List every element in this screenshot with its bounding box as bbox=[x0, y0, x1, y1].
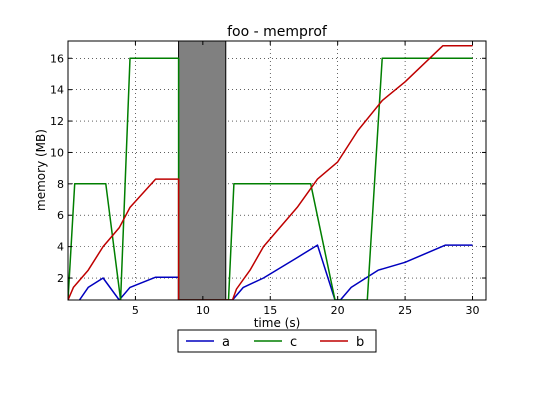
plot-frame bbox=[67, 40, 487, 301]
chart-title: foo - memprof bbox=[227, 24, 328, 40]
y-tick-label: 12 bbox=[50, 115, 64, 128]
x-tick-label: 5 bbox=[132, 304, 139, 317]
x-tick-label: 10 bbox=[196, 304, 210, 317]
y-tick-label: 10 bbox=[50, 146, 64, 159]
y-tick-label: 4 bbox=[57, 241, 64, 254]
legend-label-a: a bbox=[222, 335, 230, 350]
x-tick-label: 15 bbox=[263, 304, 277, 317]
y-tick-label: 2 bbox=[57, 272, 64, 285]
y-tick-label: 8 bbox=[57, 178, 64, 191]
x-axis: 5 10 15 20 25 30 bbox=[132, 41, 480, 317]
x-tick-label: 25 bbox=[398, 304, 412, 317]
y-tick-label: 14 bbox=[50, 84, 64, 97]
y-axis-label: memory (MB) bbox=[34, 129, 48, 211]
y-axis: 2 4 6 8 10 12 14 16 bbox=[50, 52, 486, 285]
series-line-c bbox=[68, 57, 473, 300]
x-tick-label: 20 bbox=[331, 304, 345, 317]
x-axis-label: time (s) bbox=[254, 316, 301, 330]
series-line-b bbox=[68, 44, 473, 300]
legend-label-b: b bbox=[356, 335, 364, 350]
legend-label-c: c bbox=[290, 335, 297, 350]
y-tick-label: 16 bbox=[50, 52, 64, 65]
plot-background bbox=[68, 41, 486, 300]
shaded-region bbox=[178, 40, 227, 301]
y-tick-label: 6 bbox=[57, 209, 64, 222]
x-tick-label: 30 bbox=[466, 304, 480, 317]
series-layer bbox=[68, 44, 473, 300]
